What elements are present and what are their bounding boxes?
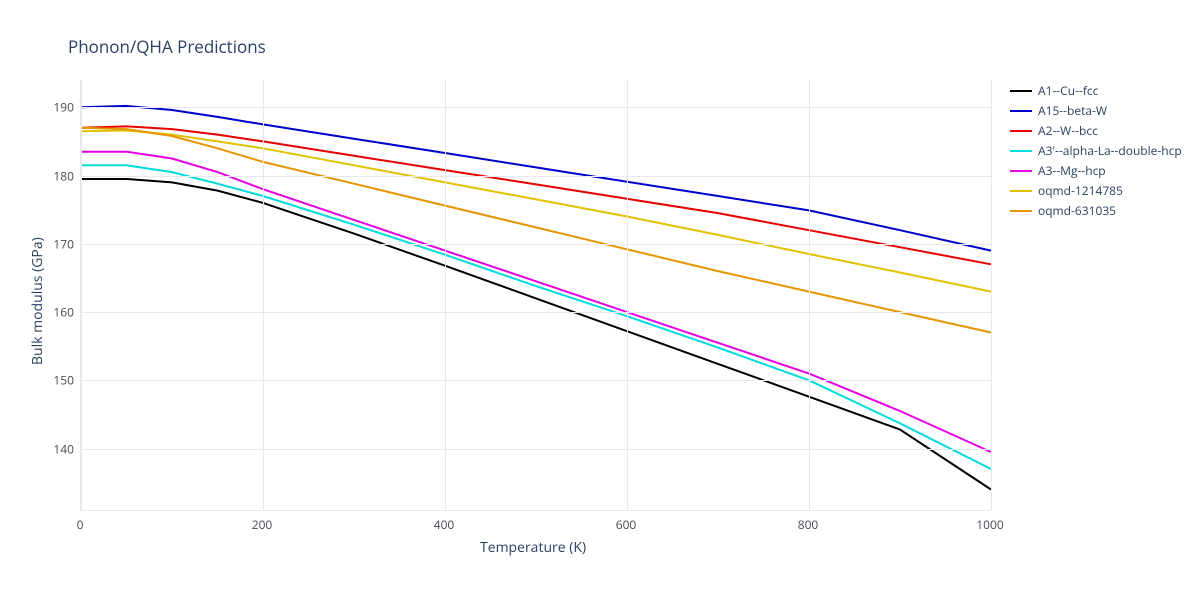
gridline-h xyxy=(81,380,991,381)
gridline-h xyxy=(81,176,991,177)
legend-item[interactable]: A1--Cu--fcc xyxy=(1010,82,1182,99)
legend-label: A3--Mg--hcp xyxy=(1038,162,1106,179)
legend-swatch xyxy=(1010,210,1032,212)
legend-swatch xyxy=(1010,170,1032,172)
legend-swatch xyxy=(1010,190,1032,192)
series-line[interactable] xyxy=(81,165,991,469)
gridline-v xyxy=(991,80,992,510)
line-canvas xyxy=(81,80,991,510)
series-line[interactable] xyxy=(81,131,991,292)
legend-item[interactable]: oqmd-631035 xyxy=(1010,202,1182,219)
gridline-h xyxy=(81,244,991,245)
series-line[interactable] xyxy=(81,128,991,333)
series-line[interactable] xyxy=(81,106,991,251)
x-tick-label: 200 xyxy=(252,516,273,533)
chart-container: Phonon/QHA Predictions Temperature (K) B… xyxy=(0,0,1200,600)
gridline-h xyxy=(81,312,991,313)
gridline-h xyxy=(81,449,991,450)
y-axis-title: Bulk modulus (GPa) xyxy=(28,237,47,365)
legend-label: A1--Cu--fcc xyxy=(1038,82,1098,99)
y-tick-label: 190 xyxy=(46,99,74,116)
legend-item[interactable]: A3'--alpha-La--double-hcp xyxy=(1010,142,1182,159)
x-tick-label: 0 xyxy=(77,516,84,533)
gridline-v xyxy=(263,80,264,510)
x-tick-label: 400 xyxy=(434,516,455,533)
legend-swatch xyxy=(1010,90,1032,92)
legend-label: oqmd-1214785 xyxy=(1038,182,1123,199)
x-axis-title: Temperature (K) xyxy=(480,538,586,557)
y-tick-label: 160 xyxy=(46,304,74,321)
legend-item[interactable]: A2--W--bcc xyxy=(1010,122,1182,139)
legend[interactable]: A1--Cu--fcc A15--beta-W A2--W--bcc A3'--alp… xyxy=(1010,82,1182,222)
legend-item[interactable]: oqmd-1214785 xyxy=(1010,182,1182,199)
legend-label: A2--W--bcc xyxy=(1038,122,1098,139)
chart-title: Phonon/QHA Predictions xyxy=(68,35,266,58)
gridline-v xyxy=(81,80,82,510)
legend-label: A3'--alpha-La--double-hcp xyxy=(1038,142,1182,159)
x-tick-label: 600 xyxy=(616,516,637,533)
legend-swatch xyxy=(1010,130,1032,132)
y-tick-label: 140 xyxy=(46,440,74,457)
y-tick-label: 150 xyxy=(46,372,74,389)
gridline-v xyxy=(445,80,446,510)
y-tick-label: 170 xyxy=(46,235,74,252)
legend-swatch xyxy=(1010,110,1032,112)
legend-label: oqmd-631035 xyxy=(1038,202,1116,219)
legend-label: A15--beta-W xyxy=(1038,102,1107,119)
gridline-v xyxy=(627,80,628,510)
gridline-h xyxy=(81,107,991,108)
series-line[interactable] xyxy=(81,179,991,490)
x-tick-label: 800 xyxy=(798,516,819,533)
legend-swatch xyxy=(1010,150,1032,152)
legend-item[interactable]: A15--beta-W xyxy=(1010,102,1182,119)
gridline-v xyxy=(809,80,810,510)
y-tick-label: 180 xyxy=(46,167,74,184)
legend-item[interactable]: A3--Mg--hcp xyxy=(1010,162,1182,179)
x-tick-label: 1000 xyxy=(976,516,1003,533)
plot-area[interactable] xyxy=(80,80,991,511)
